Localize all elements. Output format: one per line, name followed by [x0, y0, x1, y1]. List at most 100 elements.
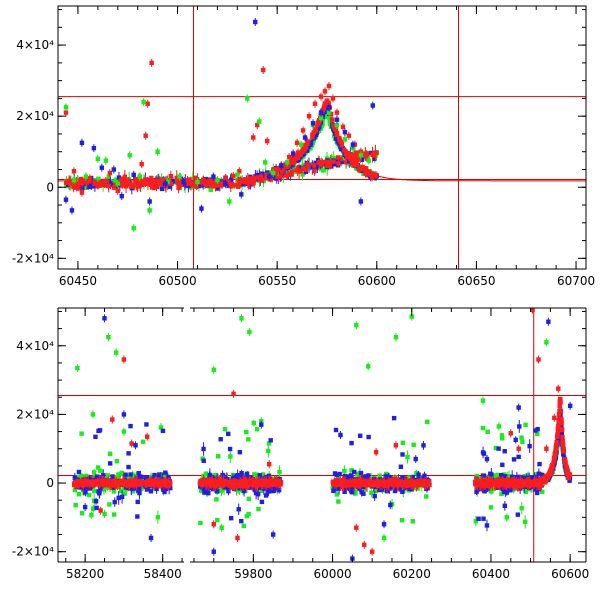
- observation-point: [341, 483, 346, 488]
- observation-point: [327, 163, 333, 168]
- observation-point: [502, 489, 507, 495]
- series-point-green: [141, 99, 146, 105]
- observation-point: [144, 178, 150, 184]
- observation-point: [83, 481, 88, 486]
- observation-point: [206, 491, 211, 496]
- observation-point: [196, 182, 202, 187]
- series-point-green: [342, 137, 348, 142]
- observation-point: [72, 481, 78, 486]
- observation-point: [106, 174, 111, 180]
- observation-point: [473, 519, 479, 524]
- series-point-green: [155, 149, 160, 154]
- observation-point: [65, 179, 70, 184]
- observation-point: [424, 494, 429, 499]
- observation-point: [74, 181, 79, 187]
- series-point-green: [298, 142, 304, 147]
- observation-point: [422, 473, 427, 478]
- observation-point: [523, 489, 529, 495]
- observation-point: [151, 185, 156, 191]
- observation-point: [480, 486, 485, 492]
- observation-point: [398, 464, 404, 469]
- series-point-green: [318, 115, 324, 121]
- observation-point: [188, 181, 193, 186]
- series-point-red: [155, 180, 160, 186]
- observation-point: [168, 181, 174, 186]
- top-panel-zoomed-light-curve: 60450 60500 60550 60600 60650 60700 -2×10⁴ 0 2×1…: [12, 5, 595, 288]
- observation-point: [226, 431, 231, 437]
- observation-point: [350, 159, 356, 165]
- observation-point: [249, 176, 254, 181]
- observation-point: [288, 171, 294, 176]
- observation-point: [273, 485, 278, 490]
- series-point-red: [139, 161, 144, 167]
- observation-point: [202, 479, 207, 485]
- series-point-red: [330, 96, 336, 101]
- top-plot-frame: [57, 5, 587, 270]
- observation-point: [373, 488, 379, 494]
- observation-point: [522, 486, 528, 492]
- observation-point: [93, 434, 98, 440]
- observation-point: [149, 478, 155, 484]
- observation-point: [333, 126, 339, 132]
- observation-point: [144, 475, 150, 480]
- observation-point: [201, 177, 206, 182]
- observation-point: [198, 520, 203, 526]
- observation-point: [78, 480, 83, 485]
- x-tick-label: 60500: [158, 274, 196, 288]
- observation-point: [100, 481, 105, 487]
- observation-point: [128, 478, 134, 483]
- observation-point: [174, 175, 179, 181]
- observation-point: [222, 426, 228, 432]
- observation-point: [238, 480, 243, 486]
- observation-point: [254, 479, 260, 485]
- observation-point: [352, 469, 357, 475]
- observation-point: [358, 470, 364, 476]
- observation-point: [337, 138, 343, 143]
- observation-point: [254, 472, 260, 477]
- observation-point: [397, 483, 403, 488]
- observation-point: [203, 471, 209, 476]
- observation-point: [80, 186, 85, 191]
- observation-point: [305, 162, 310, 167]
- observation-point: [480, 425, 486, 431]
- observation-point: [90, 486, 96, 491]
- observation-point: [377, 480, 382, 485]
- observation-point: [303, 167, 308, 172]
- observation-point: [107, 451, 113, 456]
- observation-point: [86, 184, 91, 190]
- observation-point: [485, 429, 490, 434]
- series-point-red: [251, 135, 256, 140]
- observation-point: [298, 152, 303, 157]
- series-point-red: [286, 154, 292, 160]
- observation-point: [333, 136, 339, 141]
- observation-point: [128, 184, 134, 189]
- series-point-green: [284, 160, 290, 165]
- series-point-blue: [342, 129, 348, 135]
- y-tick-label: -2×10⁴: [12, 251, 54, 265]
- series-point-red: [340, 124, 346, 130]
- observation-point: [373, 480, 379, 486]
- observation-point: [216, 481, 221, 486]
- observation-point: [260, 177, 265, 183]
- observation-point: [153, 184, 159, 190]
- observation-point: [342, 468, 347, 474]
- observation-point: [162, 489, 167, 495]
- observation-point: [235, 473, 240, 478]
- series-point-blue: [147, 199, 152, 204]
- observation-point: [415, 481, 420, 487]
- observation-point: [255, 427, 260, 432]
- observation-point: [309, 162, 314, 167]
- observation-point: [211, 183, 216, 188]
- observation-point: [481, 473, 486, 478]
- observation-point: [269, 488, 274, 494]
- observation-point: [260, 473, 266, 478]
- series-point-red: [322, 89, 328, 94]
- observation-point: [108, 180, 113, 186]
- series-point-green: [257, 119, 262, 124]
- observation-point: [382, 480, 387, 485]
- series-point-red: [149, 60, 154, 66]
- observation-point: [225, 179, 231, 185]
- series-point-red: [185, 177, 190, 183]
- observation-point: [241, 486, 247, 491]
